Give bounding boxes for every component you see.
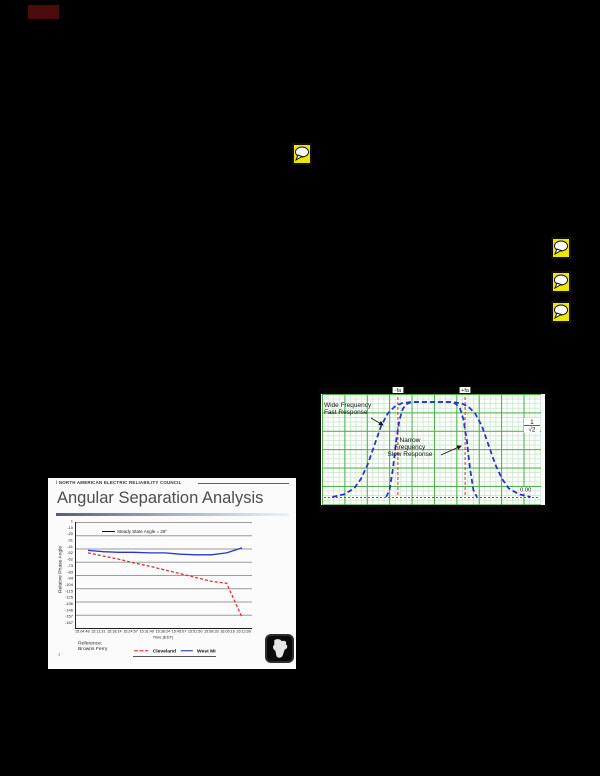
title-gradient-bar [56, 513, 289, 516]
wide-label-line2: Fast Response [324, 408, 368, 416]
tick-label: -83 [67, 569, 73, 575]
narrow-label-line3: Slow Response [387, 450, 433, 458]
cleveland-line-sample [134, 650, 149, 652]
angle-series [87, 547, 243, 618]
nerc-logo-mark: / [56, 480, 58, 485]
comment-annotation-icon[interactable] [551, 237, 571, 259]
x-axis-title: Time (EDT) [152, 635, 174, 640]
nerc-slide: / NORTH AMERICAN ELECTRIC RELIABILITY CO… [48, 478, 296, 669]
speech-bubble-icon [551, 271, 571, 293]
reference-value: Browns Ferry [78, 645, 108, 652]
x-axis-ticks: 15:04:48 15:11:31 15:18:14 15:24:57 15:31:40… [75, 629, 251, 634]
comment-annotation-icon[interactable] [551, 271, 571, 293]
tick-label: -157 [64, 614, 73, 619]
slide-page-number: 4 [58, 652, 61, 657]
wide-response-label: Wide Frequency Fast Response [324, 401, 371, 415]
comment-annotation-icon[interactable] [551, 301, 571, 323]
y-axis-ticks: 1 -10 -20 -31 -41 -52 -62 -73 -83 -94 -104 -115 -125… [51, 519, 73, 625]
tick-label: -115 [65, 588, 73, 594]
tick-label: -167 [64, 620, 73, 626]
tick-label: -62 [67, 557, 73, 562]
tick-label: 1 [70, 519, 73, 524]
narrow-response-label: Narrow Frequency Slow Response [379, 436, 441, 458]
ratio-numerator: 1 [524, 418, 540, 426]
one-over-sqrt2-label: 1 √2 [524, 418, 540, 434]
filter-curves [324, 397, 538, 498]
neg-fa-marker: -fa [392, 387, 404, 393]
pos-fa-marker: +fa [459, 387, 471, 393]
filter-plot-area: Wide Frequency Fast Response Narrow Freq… [321, 387, 545, 505]
slide-header: / NORTH AMERICAN ELECTRIC RELIABILITY CO… [56, 480, 182, 485]
series-line [87, 552, 243, 618]
header-rule [198, 483, 289, 484]
narrow-label-line1: Narrow [399, 436, 421, 444]
wide-label-line1: Wide Frequency [324, 401, 372, 409]
comment-annotation-icon[interactable] [292, 143, 312, 165]
tick-label: 15:45:07 [171, 629, 187, 634]
tick-label: -104 [64, 582, 73, 587]
wide-label-arrow [370, 417, 384, 426]
tick-label: -20 [67, 531, 73, 537]
reference-block: Reference: Browns Ferry [78, 640, 107, 651]
series-line [385, 401, 478, 498]
steady-state-legend: Steady State Angle = 29° [102, 529, 167, 534]
tick-label: 15:04:48 [75, 629, 90, 634]
westmi-line-sample [180, 650, 193, 652]
tick-label: 16:12:00 [236, 629, 251, 634]
filter-response-figure: Wide Frequency Fast Response Narrow Freq… [318, 387, 548, 512]
cleveland-legend-label: Cleveland [152, 648, 177, 654]
narrow-label-line2: Frequency [394, 443, 426, 451]
steady-state-line-sample [102, 531, 115, 532]
ratio-denominator: √2 [528, 425, 536, 434]
speech-bubble-icon [551, 301, 571, 323]
legend-rule [133, 656, 216, 657]
speech-bubble-icon [292, 143, 312, 165]
series-legend: Cleveland West MI [134, 648, 216, 654]
redaction-chip [28, 5, 59, 19]
tick-label: -41 [67, 544, 73, 549]
green-grid [322, 394, 541, 505]
tick-label: -73 [67, 563, 73, 568]
angle-plot-area [75, 522, 252, 629]
tick-label: 15:24:57 [123, 629, 138, 634]
bird-glyph-icon [273, 639, 288, 658]
steady-state-legend-text: Steady State Angle = 29° [117, 529, 168, 534]
tick-label: -10 [67, 525, 73, 530]
slide-corner-icon [265, 634, 294, 663]
westmi-legend-label: West MI [196, 648, 216, 654]
speech-bubble-icon [551, 237, 571, 259]
series-line [87, 547, 243, 556]
floor-value-label: 0.00 [520, 486, 532, 493]
slide-title: Angular Separation Analysis [57, 489, 264, 507]
slide-header-text: NORTH AMERICAN ELECTRIC RELIABILITY COUN… [58, 480, 182, 485]
tick-label: -136 [64, 601, 73, 606]
y-axis-title: Relative Phase Angle [57, 545, 63, 593]
tick-label: -31 [67, 538, 73, 543]
tick-label: 15:58:33 [204, 629, 219, 634]
tick-label: 15:51:50 [187, 629, 203, 634]
tick-label: -94 [67, 576, 73, 581]
tick-label: -52 [67, 550, 73, 556]
tick-label: 15:18:14 [107, 629, 122, 634]
reference-label: Reference: [78, 640, 103, 646]
tick-label: 15:11:31 [91, 629, 106, 634]
tick-label: 16:05:16 [220, 629, 235, 634]
narrow-label-arrow [440, 445, 462, 456]
tick-label: 15:31:40 [139, 629, 154, 634]
tick-label: -146 [64, 607, 73, 613]
tick-label: -125 [64, 595, 73, 600]
tick-label: 15:38:24 [155, 629, 171, 634]
